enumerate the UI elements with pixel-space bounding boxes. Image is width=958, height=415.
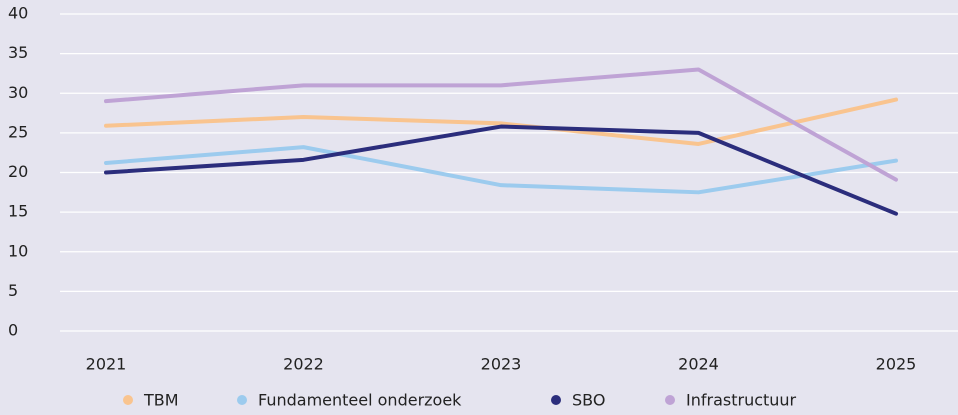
- x-tick-label: 2025: [876, 355, 917, 374]
- legend-marker: [551, 395, 561, 405]
- x-tick-label: 2022: [283, 355, 324, 374]
- y-tick-label: 25: [8, 122, 28, 141]
- y-tick-label: 35: [8, 43, 28, 62]
- legend-marker: [237, 395, 247, 405]
- legend-label: Fundamenteel onderzoek: [258, 391, 462, 410]
- series-line: [104, 67, 898, 182]
- y-tick-label: 15: [8, 202, 28, 221]
- y-tick-label: 0: [8, 321, 18, 340]
- y-tick-label: 20: [8, 162, 28, 181]
- x-tick-label: 2023: [481, 355, 522, 374]
- series-line: [104, 124, 898, 216]
- x-tick-label: 2024: [678, 355, 719, 374]
- x-tick-label: 2021: [86, 355, 127, 374]
- legend-label: Infrastructuur: [686, 391, 797, 410]
- series-line: [104, 145, 898, 195]
- y-tick-label: 30: [8, 83, 28, 102]
- y-tick-label: 40: [8, 4, 28, 23]
- legend-marker: [665, 395, 675, 405]
- y-tick-label: 5: [8, 281, 18, 300]
- y-tick-label: 10: [8, 241, 28, 260]
- legend-label: SBO: [572, 391, 605, 410]
- legend-label: TBM: [143, 391, 179, 410]
- series-line: [104, 97, 898, 146]
- legend-marker: [123, 395, 133, 405]
